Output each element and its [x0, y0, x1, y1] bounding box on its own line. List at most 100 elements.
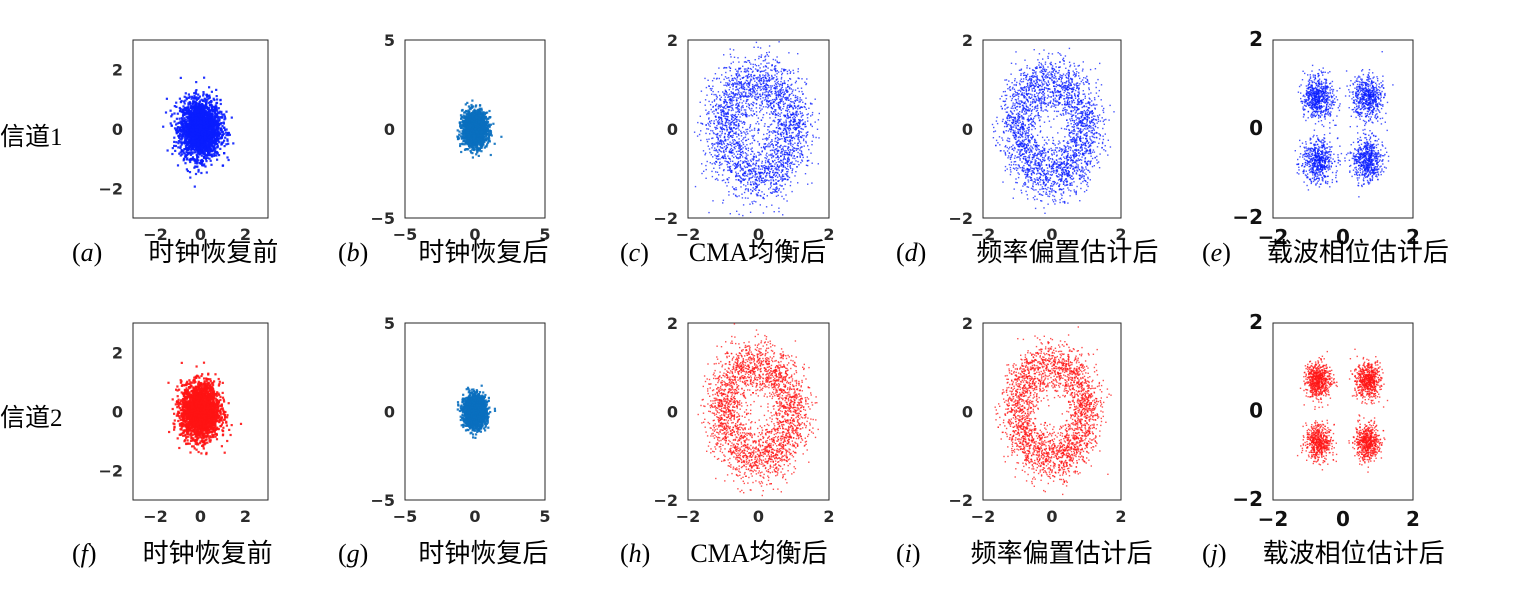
data-point — [216, 151, 219, 154]
data-point — [205, 171, 208, 174]
data-point — [195, 104, 198, 107]
data-point — [182, 108, 185, 111]
data-point — [223, 126, 226, 129]
data-point — [464, 137, 467, 140]
scatter-points — [162, 76, 235, 188]
data-point — [705, 124, 707, 126]
data-point — [210, 119, 213, 122]
data-point — [799, 149, 801, 151]
data-point — [474, 123, 477, 126]
scatter-points — [693, 41, 820, 217]
data-point — [185, 124, 188, 127]
data-point — [727, 155, 729, 157]
data-point — [799, 107, 801, 109]
data-point — [471, 152, 474, 155]
data-point — [463, 124, 466, 127]
data-point — [200, 124, 203, 127]
data-point — [220, 131, 223, 134]
data-point — [199, 119, 203, 122]
data-point — [725, 82, 727, 84]
data-point — [479, 144, 482, 147]
data-point — [221, 130, 225, 133]
data-point — [190, 97, 193, 100]
data-point — [192, 128, 195, 131]
data-point — [713, 113, 715, 115]
data-point — [173, 136, 176, 139]
data-point — [219, 99, 222, 102]
data-point — [185, 158, 189, 161]
data-point — [465, 124, 468, 127]
data-point — [191, 152, 194, 155]
data-point — [185, 133, 189, 136]
data-point — [735, 103, 737, 105]
data-point — [193, 131, 196, 135]
data-point — [193, 143, 196, 146]
data-point — [200, 171, 203, 175]
data-point — [744, 136, 747, 138]
data-point — [466, 110, 469, 113]
data-point — [752, 159, 754, 161]
data-point — [190, 141, 193, 144]
data-point — [743, 131, 745, 133]
data-point — [196, 147, 199, 150]
data-point — [189, 138, 192, 141]
data-point — [176, 128, 179, 131]
data-point — [179, 107, 182, 111]
data-point — [222, 132, 225, 135]
data-point — [218, 137, 221, 140]
data-point — [727, 96, 729, 98]
data-point — [729, 160, 732, 162]
data-point — [745, 93, 747, 95]
data-point — [206, 154, 209, 157]
data-point — [197, 168, 200, 171]
data-point — [215, 126, 218, 129]
data-point — [169, 122, 172, 125]
data-point — [463, 119, 466, 122]
data-point — [484, 121, 487, 124]
data-point — [188, 110, 191, 113]
data-point — [708, 100, 710, 103]
data-point — [181, 128, 184, 131]
data-point — [764, 180, 767, 182]
data-point — [468, 117, 471, 120]
data-point — [207, 97, 210, 100]
data-point — [218, 131, 221, 134]
data-point — [180, 142, 183, 145]
data-point — [480, 121, 483, 124]
data-point — [743, 68, 746, 70]
data-point — [204, 154, 207, 157]
data-point — [783, 132, 785, 134]
data-point — [745, 148, 747, 150]
data-point — [466, 126, 469, 129]
data-point — [211, 130, 214, 133]
data-point — [471, 132, 475, 135]
data-point — [771, 69, 773, 72]
data-point — [221, 115, 224, 118]
data-point — [184, 138, 187, 141]
data-point — [773, 173, 775, 175]
data-point — [459, 135, 462, 138]
data-point — [184, 132, 187, 135]
data-point — [776, 150, 779, 152]
data-point — [225, 143, 228, 146]
data-point — [742, 85, 745, 88]
data-point — [474, 114, 477, 117]
data-point — [781, 91, 784, 93]
data-point — [176, 122, 179, 125]
scatter-plot-a: −2 0 2−202 — [98, 39, 269, 244]
data-point — [722, 124, 724, 127]
data-point — [747, 183, 749, 185]
data-point — [192, 126, 195, 129]
data-point — [182, 150, 185, 153]
data-point — [189, 176, 192, 179]
data-point — [193, 133, 196, 136]
data-point — [215, 140, 218, 143]
data-point — [180, 149, 183, 152]
data-point — [205, 160, 208, 163]
data-point — [211, 112, 214, 115]
data-point — [797, 68, 799, 70]
data-point — [217, 107, 220, 110]
data-point — [197, 119, 200, 122]
data-point — [486, 121, 489, 124]
data-point — [213, 139, 216, 142]
